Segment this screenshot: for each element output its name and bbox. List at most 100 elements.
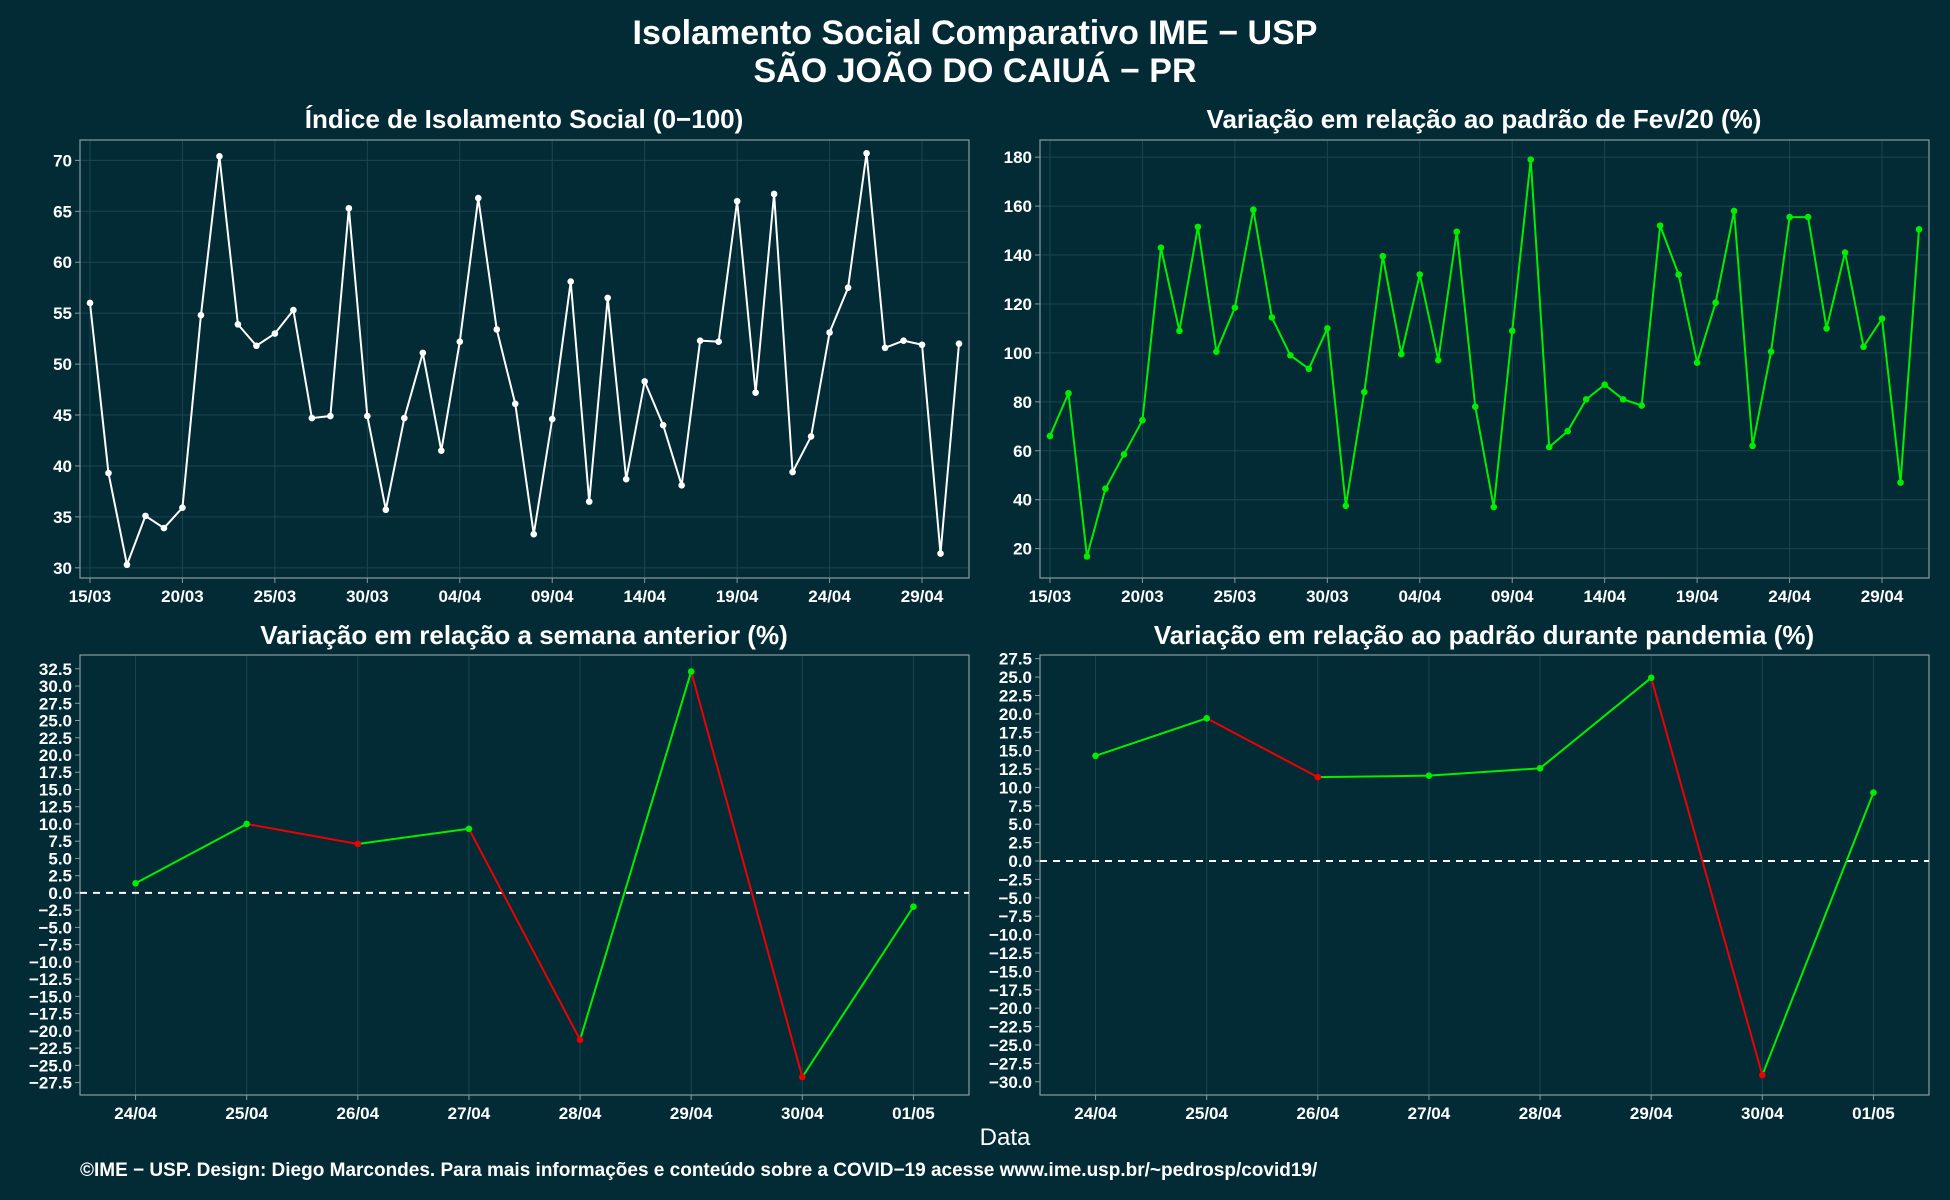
y-tick-label: 5.0 [48, 849, 72, 868]
y-tick-label: 22.5 [39, 729, 72, 748]
data-point [456, 338, 464, 345]
data-point [160, 524, 168, 532]
data-point [1046, 432, 1054, 440]
series-segment [1428, 767, 1541, 777]
y-tick-label: −12.5 [989, 944, 1032, 963]
y-tick-label: 40 [53, 457, 72, 476]
data-point [1065, 389, 1072, 397]
data-point [752, 389, 759, 396]
panel-border [79, 139, 970, 579]
x-tick-label: 24/04 [1074, 1104, 1117, 1123]
series-segment [1206, 717, 1319, 779]
data-point [1314, 773, 1322, 781]
y-tick-label: 15.0 [39, 780, 72, 799]
y-tick-label: −17.5 [989, 981, 1032, 1000]
data-point [863, 149, 870, 157]
data-point [918, 341, 926, 349]
data-point [1601, 381, 1608, 388]
x-tick-label: 28/04 [1519, 1104, 1562, 1123]
y-tick-label: 20.0 [999, 705, 1032, 724]
x-tick-label: 09/04 [1491, 587, 1534, 606]
data-point [1656, 222, 1664, 229]
data-point [1897, 479, 1904, 486]
y-tick-label: −25.0 [29, 1056, 72, 1075]
data-point [1397, 350, 1405, 358]
data-point [576, 1036, 584, 1044]
y-tick-label: −2.5 [38, 901, 72, 920]
x-tick-label: 30/04 [1741, 1104, 1784, 1123]
x-tick-label: 29/04 [670, 1104, 713, 1123]
data-point [622, 475, 630, 483]
series-segment [690, 671, 804, 1078]
x-tick-label: 25/03 [254, 587, 297, 606]
data-point [1841, 249, 1849, 256]
data-point [179, 504, 186, 512]
y-tick-label: −15.0 [29, 987, 72, 1006]
y-tick-label: 45 [53, 406, 72, 425]
data-point [826, 329, 833, 336]
data-point [604, 294, 612, 302]
y-tick-label: −27.5 [29, 1074, 72, 1093]
data-point [419, 349, 427, 357]
data-point [1102, 485, 1109, 492]
data-point [1536, 765, 1544, 772]
x-tick-label: 09/04 [531, 587, 574, 606]
y-tick-label: −12.5 [29, 970, 72, 989]
x-tick-label: 15/03 [1029, 587, 1072, 606]
panel-border [1039, 654, 1930, 1096]
data-point [696, 337, 704, 344]
data-point [1508, 327, 1516, 335]
data-point [1157, 244, 1165, 251]
data-point [253, 342, 260, 350]
y-tick-label: 30 [53, 559, 72, 578]
y-tick-label: 25.0 [999, 668, 1032, 687]
panel-1-title: Índice de Isolamento Social (0−100) [305, 104, 744, 134]
series-segment [1650, 677, 1764, 1076]
y-tick-label: 7.5 [1008, 797, 1032, 816]
y-tick-label: 17.5 [39, 763, 72, 782]
x-tick-label: 04/04 [1399, 587, 1442, 606]
data-point [474, 194, 482, 202]
y-tick-label: −7.5 [998, 907, 1032, 926]
x-tick-label: 26/04 [337, 1104, 380, 1123]
y-tick-label: −20.0 [989, 999, 1032, 1018]
footer-credits: ©IME − USP. Design: Diego Marcondes. Par… [80, 1160, 1318, 1181]
y-tick-label: 100 [1004, 344, 1032, 363]
y-tick-label: 120 [1004, 295, 1032, 314]
panel-4-title: Variação em relação ao padrão durante pa… [1154, 620, 1814, 650]
data-point [1268, 314, 1276, 321]
data-point [799, 1073, 806, 1081]
data-point [1305, 365, 1313, 373]
data-point [1490, 503, 1498, 511]
y-tick-label: 55 [53, 304, 72, 323]
x-tick-label: 04/04 [439, 587, 482, 606]
panel-border [79, 654, 970, 1096]
data-point [770, 190, 778, 198]
data-point [1250, 206, 1257, 214]
y-tick-label: 25.0 [39, 712, 72, 731]
panel-isolation-index: 15/03 20/03 25/03 30/03 04/04 09/04 14/04 19/04… [53, 139, 970, 606]
y-tick-label: 27.5 [39, 694, 72, 713]
y-tick-label: 32.5 [39, 660, 72, 679]
series-line [1049, 159, 1920, 557]
data-point [1870, 789, 1877, 796]
y-tick-label: 12.5 [39, 798, 72, 817]
y-tick-label: 17.5 [999, 723, 1032, 742]
y-tick-label: 10.0 [39, 815, 72, 834]
data-point [105, 469, 112, 477]
y-tick-label: 65 [53, 202, 72, 221]
data-point [308, 414, 316, 422]
y-tick-label: 60 [1013, 442, 1032, 461]
data-point [1915, 226, 1923, 233]
y-tick-label: 70 [53, 151, 72, 170]
panel-border [1039, 139, 1930, 579]
series-line [89, 153, 960, 569]
data-point [1453, 228, 1461, 236]
series-segment [801, 906, 915, 1078]
data-point [382, 506, 390, 514]
x-tick-label: 20/03 [1121, 587, 1164, 606]
data-point [401, 414, 408, 422]
panel-variation-previous-week: 24/04 25/04 26/04 27/04 28/04 29/04 30/04 01/05… [29, 654, 970, 1123]
y-tick-label: 30.0 [39, 677, 72, 696]
data-point [1416, 271, 1424, 278]
